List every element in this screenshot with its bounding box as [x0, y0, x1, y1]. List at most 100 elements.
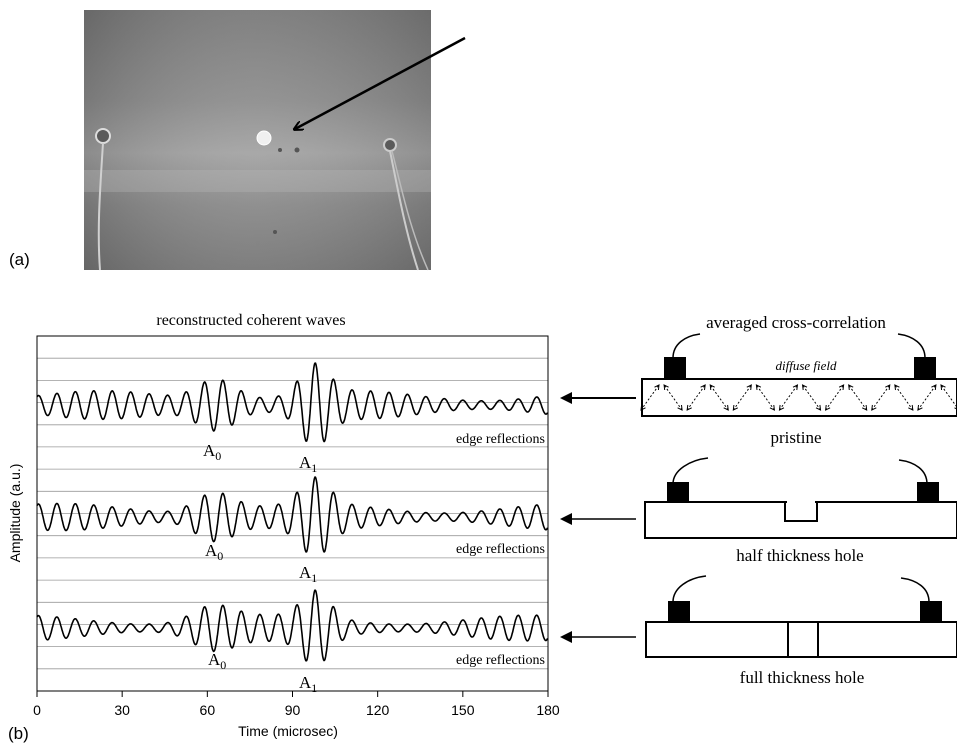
- diffuse-arrow-head: [663, 384, 669, 391]
- hole: [256, 130, 272, 146]
- diffuse-arrow-head: [700, 384, 706, 391]
- schematic-pristine: averaged cross-correlation diffuse field…: [640, 313, 957, 447]
- plot-grid: [37, 357, 548, 670]
- a1-subscript: 1: [311, 461, 317, 475]
- x-tick-label: 180: [536, 702, 560, 718]
- a0-label: A: [203, 441, 216, 460]
- edge-reflections-label: edge reflections: [456, 542, 545, 557]
- diffuse-arrow-head: [654, 384, 660, 391]
- right-transducer: [914, 357, 936, 379]
- diffuse-arrow: [709, 384, 729, 411]
- diffuse-arrow-head: [709, 384, 715, 391]
- diffuse-arrow: [848, 384, 868, 411]
- plate: [645, 621, 957, 658]
- plot-title: reconstructed coherent waves: [156, 312, 345, 329]
- half-hole: [784, 502, 818, 522]
- diffuse-arrow-head: [908, 404, 914, 411]
- diffuse-arrow-head: [792, 384, 799, 391]
- diffuse-arrow: [779, 384, 798, 411]
- svg-text:A0: A0: [203, 441, 221, 463]
- x-tick-label: 60: [200, 702, 216, 718]
- diffuse-arrow-head: [723, 404, 729, 411]
- a0-subscript: 0: [217, 549, 223, 563]
- diffuse-arrow-head: [755, 384, 762, 391]
- diffuse-arrow-head: [825, 404, 831, 411]
- svg-text:A1: A1: [299, 453, 317, 475]
- photo-arrow: [295, 36, 466, 129]
- wave-trace: [36, 589, 549, 662]
- photo-panel: (a): [9, 10, 466, 271]
- diffuse-arrow: [917, 384, 937, 411]
- diffuse-arrow-head: [848, 384, 854, 391]
- diffuse-arrow: [732, 384, 752, 411]
- diffuse-arrow-head: [732, 404, 739, 411]
- a1-label: A: [299, 453, 312, 472]
- diffuse-arrow: [894, 384, 914, 411]
- left-sensor: [95, 128, 111, 144]
- a1-label: A: [299, 563, 312, 582]
- diffuse-arrow-head: [885, 384, 891, 391]
- schematic-full-hole: full thickness hole: [645, 575, 957, 687]
- diffuse-arrow-head: [815, 404, 822, 411]
- diffuse-arrow-head: [677, 404, 683, 411]
- x-axis-ticks: 0 30 60 90 120 150 180: [33, 691, 560, 718]
- diffuse-arrow-head: [940, 384, 946, 391]
- plate: [641, 378, 957, 417]
- x-tick-label: 30: [114, 702, 130, 718]
- diffuse-arrow-head: [871, 404, 877, 411]
- diffuse-arrow: [663, 384, 683, 411]
- full-hole-label: full thickness hole: [740, 668, 865, 687]
- svg-text:A1: A1: [299, 563, 317, 585]
- panel-a-label: (a): [9, 250, 30, 269]
- diffuse-arrow-head: [640, 404, 646, 411]
- edge-reflections-label: edge reflections: [456, 432, 545, 447]
- trace-3-labels: A0 A1 edge reflections: [208, 650, 545, 695]
- edge-reflections-label: edge reflections: [456, 653, 545, 668]
- x-tick-label: 150: [451, 702, 475, 718]
- y-axis-label: Amplitude (a.u.): [7, 464, 23, 563]
- wave-plot: reconstructed coherent waves 0 30 60 90 120 1…: [7, 312, 560, 743]
- a0-label: A: [208, 650, 221, 669]
- diffuse-arrow: [640, 384, 660, 411]
- half-hole-label: half thickness hole: [736, 546, 863, 565]
- left-transducer: [664, 357, 686, 379]
- x-tick-label: 120: [366, 702, 390, 718]
- left-transducer: [667, 482, 689, 502]
- schematic-half-hole: half thickness hole: [644, 457, 957, 565]
- diffuse-field-label: diffuse field: [775, 358, 837, 373]
- diffuse-arrow: [802, 384, 821, 411]
- diffuse-arrow: [686, 384, 706, 411]
- wave-trace: [36, 362, 549, 443]
- a0-label: A: [205, 541, 218, 560]
- right-transducer: [920, 601, 942, 622]
- diffuse-arrow-head: [954, 407, 957, 410]
- diffuse-arrow-head: [917, 404, 923, 411]
- diffuse-arrow: [825, 384, 845, 411]
- a1-label: A: [299, 673, 312, 692]
- diffuse-arrow-head: [861, 404, 868, 411]
- diffuse-arrow: [871, 384, 891, 411]
- diffuse-arrow-head: [838, 384, 845, 391]
- diffuse-arrow-head: [894, 384, 900, 391]
- panel-b-label: (b): [8, 724, 29, 743]
- diffuse-field-arrows: [640, 384, 957, 411]
- link-arrows: [560, 392, 636, 643]
- x-tick-label: 0: [33, 702, 41, 718]
- diffuse-arrow-head: [931, 384, 937, 391]
- diffuse-arrow-head: [778, 404, 785, 411]
- cross-correlation-label: averaged cross-correlation: [706, 313, 886, 332]
- a1-subscript: 1: [311, 681, 317, 695]
- pristine-label: pristine: [771, 428, 822, 447]
- a0-subscript: 0: [220, 658, 226, 672]
- diffuse-arrow-head: [686, 404, 692, 411]
- x-tick-label: 90: [285, 702, 301, 718]
- left-transducer: [668, 601, 690, 622]
- wave-traces: [36, 362, 549, 662]
- a0-subscript: 0: [215, 449, 221, 463]
- a1-subscript: 1: [311, 571, 317, 585]
- svg-text:A1: A1: [299, 673, 317, 695]
- diffuse-arrow-head: [801, 384, 808, 391]
- diffuse-arrow-head: [769, 404, 775, 411]
- right-transducer: [917, 482, 939, 502]
